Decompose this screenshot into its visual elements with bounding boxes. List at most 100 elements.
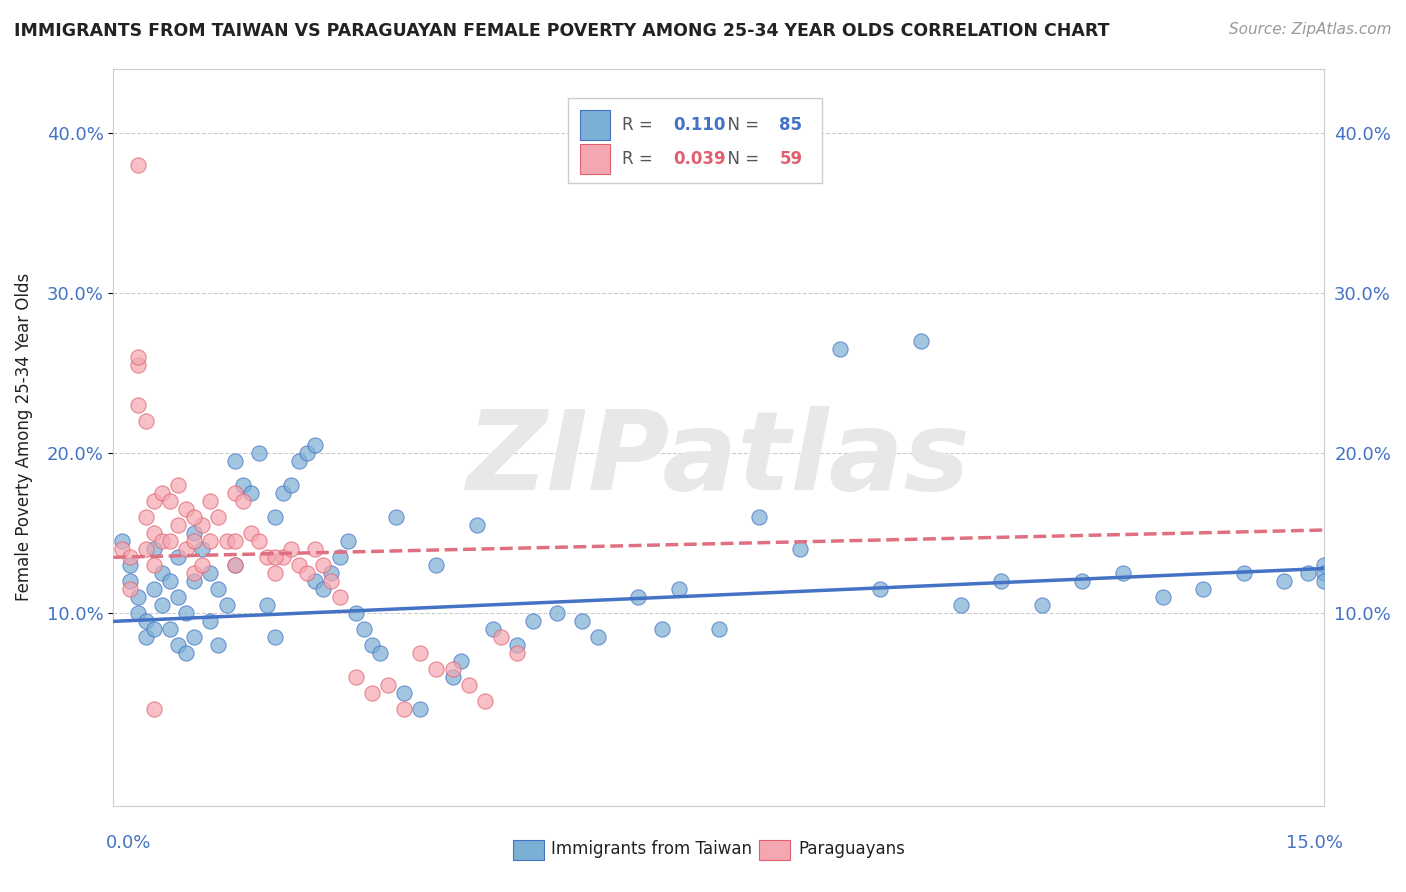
Point	[215, 534, 238, 549]
Point	[200, 615, 222, 629]
Point	[910, 334, 932, 348]
Point	[950, 599, 973, 613]
Text: N =: N =	[717, 150, 763, 168]
Point	[183, 566, 205, 581]
Point	[344, 670, 367, 684]
Point	[271, 550, 294, 565]
Point	[127, 398, 149, 412]
Point	[200, 534, 222, 549]
Point	[191, 518, 214, 533]
Point	[425, 662, 447, 676]
Point	[450, 655, 472, 669]
Point	[142, 526, 165, 541]
Text: Source: ZipAtlas.com: Source: ZipAtlas.com	[1229, 22, 1392, 37]
Point	[522, 615, 544, 629]
Point	[232, 494, 254, 508]
Point	[489, 631, 512, 645]
Point	[110, 542, 132, 557]
Point	[142, 542, 165, 557]
Point	[1233, 566, 1256, 581]
Point	[247, 446, 270, 460]
Point	[392, 702, 415, 716]
Point	[336, 534, 359, 549]
Text: Paraguayans: Paraguayans	[799, 840, 905, 858]
Point	[304, 574, 326, 589]
Point	[321, 566, 343, 581]
Point	[668, 582, 690, 597]
Point	[118, 574, 141, 589]
Point	[506, 639, 529, 653]
Point	[465, 518, 488, 533]
Point	[183, 534, 205, 549]
Point	[224, 558, 246, 573]
Point	[159, 623, 181, 637]
Text: IMMIGRANTS FROM TAIWAN VS PARAGUAYAN FEMALE POVERTY AMONG 25-34 YEAR OLDS CORREL: IMMIGRANTS FROM TAIWAN VS PARAGUAYAN FEM…	[14, 22, 1109, 40]
Point	[441, 662, 464, 676]
Point	[118, 558, 141, 573]
Point	[174, 542, 197, 557]
Point	[118, 550, 141, 565]
Point	[789, 542, 811, 557]
Point	[651, 623, 673, 637]
Point	[1031, 599, 1053, 613]
Point	[167, 639, 190, 653]
Y-axis label: Female Poverty Among 25-34 Year Olds: Female Poverty Among 25-34 Year Olds	[15, 273, 32, 601]
Point	[174, 607, 197, 621]
Point	[159, 574, 181, 589]
Point	[127, 607, 149, 621]
Point	[264, 510, 287, 524]
Bar	[568, 98, 823, 183]
Point	[150, 599, 173, 613]
Text: 59: 59	[779, 150, 803, 168]
Point	[167, 550, 190, 565]
Point	[360, 639, 382, 653]
Point	[127, 358, 149, 372]
Point	[256, 550, 278, 565]
Point	[1192, 582, 1215, 597]
Point	[135, 542, 157, 557]
Point	[135, 510, 157, 524]
Point	[118, 582, 141, 597]
Text: 15.0%: 15.0%	[1285, 834, 1343, 852]
Point	[142, 494, 165, 508]
Point	[506, 647, 529, 661]
Point	[312, 582, 335, 597]
Point	[748, 510, 770, 524]
Point	[167, 518, 190, 533]
Point	[135, 631, 157, 645]
Point	[183, 510, 205, 524]
Point	[304, 438, 326, 452]
Point	[1296, 566, 1319, 581]
Point	[215, 599, 238, 613]
Point	[135, 615, 157, 629]
Point	[167, 478, 190, 492]
Point	[207, 582, 229, 597]
Point	[321, 574, 343, 589]
Point	[174, 502, 197, 516]
Point	[288, 454, 311, 468]
Point	[328, 591, 350, 605]
Text: R =: R =	[621, 116, 658, 134]
Text: ZIPatlas: ZIPatlas	[467, 406, 970, 513]
Point	[207, 639, 229, 653]
Point	[288, 558, 311, 573]
Point	[142, 558, 165, 573]
Point	[482, 623, 505, 637]
Point	[368, 647, 391, 661]
Point	[135, 414, 157, 428]
Point	[990, 574, 1012, 589]
Text: N =: N =	[717, 116, 763, 134]
Bar	[579, 111, 610, 140]
Point	[142, 702, 165, 716]
Point	[392, 686, 415, 700]
Point	[264, 566, 287, 581]
Text: R =: R =	[621, 150, 658, 168]
Point	[1152, 591, 1174, 605]
Point	[142, 623, 165, 637]
Point	[127, 591, 149, 605]
Text: 0.0%: 0.0%	[105, 834, 150, 852]
Point	[571, 615, 593, 629]
Point	[280, 478, 302, 492]
Point	[247, 534, 270, 549]
Point	[1071, 574, 1094, 589]
